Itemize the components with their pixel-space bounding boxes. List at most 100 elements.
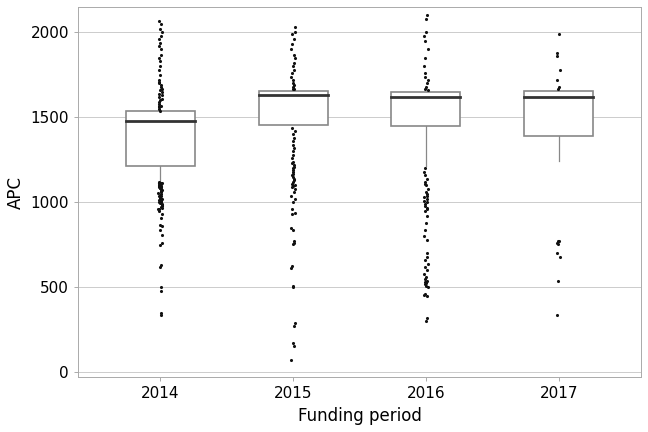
Point: [289, 134, 299, 141]
Point: [156, 32, 166, 39]
Point: [288, 63, 299, 70]
Point: [156, 51, 167, 58]
Point: [154, 100, 164, 107]
Point: [286, 70, 297, 77]
Point: [157, 186, 167, 193]
Point: [554, 83, 564, 90]
Point: [420, 291, 430, 298]
Point: [290, 127, 300, 134]
Bar: [126, 111, 195, 166]
Point: [157, 231, 167, 238]
Point: [289, 60, 299, 67]
Point: [422, 196, 432, 203]
Point: [154, 80, 164, 87]
Point: [288, 168, 298, 175]
Point: [288, 175, 299, 182]
Point: [288, 83, 298, 90]
Point: [421, 280, 432, 286]
Point: [421, 267, 432, 274]
Point: [154, 54, 164, 61]
Point: [156, 82, 167, 89]
Point: [156, 20, 166, 27]
Point: [154, 179, 165, 186]
Point: [288, 178, 299, 185]
Point: [552, 53, 562, 60]
Point: [155, 264, 165, 270]
Point: [154, 182, 165, 189]
Point: [288, 174, 298, 181]
Point: [154, 197, 164, 203]
Point: [288, 138, 298, 145]
Point: [419, 180, 430, 187]
Point: [289, 323, 299, 330]
Point: [552, 241, 562, 248]
Point: [287, 148, 297, 155]
Point: [288, 82, 299, 89]
Point: [156, 203, 167, 210]
Point: [553, 278, 563, 285]
Point: [286, 180, 297, 187]
Point: [422, 260, 433, 267]
Point: [419, 270, 429, 277]
Point: [154, 43, 165, 50]
Point: [154, 206, 164, 213]
Point: [156, 221, 166, 228]
Point: [290, 320, 300, 327]
Point: [287, 155, 297, 162]
Point: [419, 32, 430, 39]
Point: [156, 311, 166, 318]
Point: [289, 163, 299, 170]
Point: [420, 276, 430, 283]
Point: [156, 199, 167, 206]
Point: [290, 209, 300, 216]
Point: [421, 282, 431, 289]
Point: [286, 356, 297, 363]
Point: [156, 102, 166, 109]
Point: [155, 181, 165, 188]
Point: [288, 141, 298, 148]
Point: [154, 17, 164, 24]
Point: [157, 85, 167, 92]
Point: [288, 151, 298, 158]
Point: [422, 314, 432, 321]
Point: [156, 200, 167, 207]
Point: [290, 196, 300, 203]
Point: [552, 76, 562, 83]
Point: [420, 279, 430, 286]
Point: [289, 86, 299, 93]
Point: [288, 145, 299, 152]
Point: [156, 179, 166, 186]
Point: [422, 192, 432, 199]
Point: [155, 191, 165, 198]
Point: [422, 191, 432, 197]
Point: [154, 180, 164, 187]
Point: [154, 104, 164, 111]
Point: [421, 29, 431, 36]
Point: [156, 83, 166, 90]
Point: [553, 86, 563, 93]
Point: [156, 183, 167, 190]
Point: [289, 238, 299, 245]
Point: [154, 179, 164, 186]
Point: [419, 292, 429, 299]
Point: [287, 263, 297, 270]
Point: [157, 180, 167, 187]
Point: [156, 189, 166, 196]
Point: [288, 282, 298, 289]
Point: [286, 124, 297, 131]
Point: [155, 87, 165, 94]
Point: [419, 63, 430, 70]
Point: [421, 189, 431, 196]
Point: [154, 190, 164, 197]
Point: [289, 162, 299, 168]
Point: [420, 207, 430, 214]
Point: [286, 46, 297, 53]
Point: [554, 237, 564, 244]
Bar: [524, 91, 594, 136]
Point: [157, 204, 167, 211]
Point: [289, 67, 299, 73]
Point: [287, 160, 297, 167]
Point: [421, 219, 431, 226]
Point: [288, 199, 298, 206]
Point: [157, 211, 167, 218]
